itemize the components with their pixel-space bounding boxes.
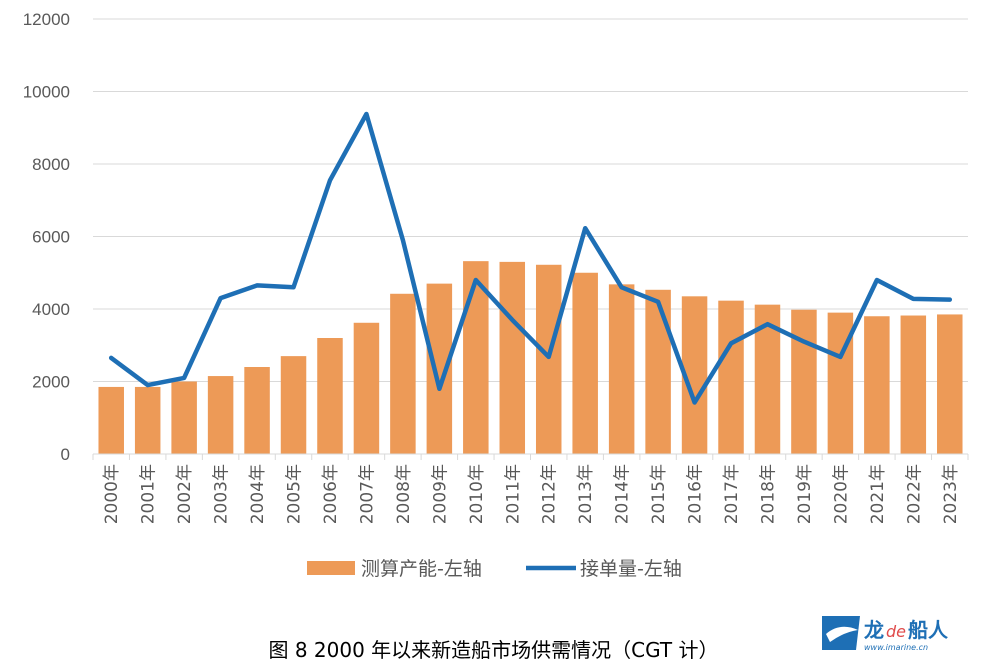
x-tick-label: 2011年: [503, 464, 523, 524]
x-tick-label: 2001年: [139, 464, 159, 524]
x-tick-label: 2004年: [248, 464, 268, 524]
x-tick-label: 2009年: [430, 464, 450, 524]
bar: [171, 381, 197, 454]
x-tick-label: 2007年: [357, 464, 377, 524]
y-tick-label: 2000: [32, 373, 70, 392]
bar: [98, 386, 124, 454]
imarine-logo: 龙 de 船人 www.imarine.cn: [822, 616, 949, 652]
x-tick-label: 2012年: [540, 464, 560, 524]
x-tick-label: 2010年: [467, 464, 487, 524]
x-tick-label: 2013年: [576, 464, 596, 524]
x-tick-label: 2008年: [394, 464, 414, 524]
legend-label-line: 接单量-左轴: [580, 558, 682, 580]
bar: [499, 261, 526, 454]
capacity-bars: [98, 261, 963, 454]
x-tick-label: 2018年: [758, 464, 778, 524]
bar: [207, 376, 234, 454]
x-tick-label: 2016年: [686, 464, 706, 524]
y-axis-ticks: 0 2000 4000 6000 8000 10000 12000: [23, 10, 70, 464]
svg-text:de: de: [886, 622, 906, 641]
bar: [317, 338, 343, 454]
bar: [353, 322, 380, 454]
x-tick-label: 2022年: [904, 464, 924, 524]
x-tick-label: 2003年: [212, 464, 232, 524]
svg-text:龙: 龙: [864, 618, 884, 642]
y-tick-label: 6000: [32, 228, 70, 247]
x-tick-label: 2015年: [649, 464, 669, 524]
figure-caption: 图 8 2000 年以来新造船市场供需情况（CGT 计）: [268, 638, 719, 662]
legend-swatch-bar: [307, 561, 355, 575]
bar: [645, 289, 671, 454]
svg-text:www.imarine.cn: www.imarine.cn: [864, 643, 928, 652]
bar: [244, 367, 270, 454]
bar: [535, 264, 562, 454]
bar: [390, 293, 416, 454]
x-tick-label: 2002年: [175, 464, 195, 524]
y-tick-label: 0: [61, 445, 70, 464]
legend-label-bar: 测算产能-左轴: [361, 558, 482, 580]
x-tick-label: 2020年: [831, 464, 851, 524]
bar: [608, 284, 635, 454]
bar: [937, 314, 963, 454]
x-tick-label: 2021年: [868, 464, 888, 524]
svg-text:船人: 船人: [908, 618, 949, 642]
bar: [463, 261, 489, 454]
x-tick-label: 2023年: [941, 464, 961, 524]
bar: [280, 356, 307, 454]
x-axis: 2000年 2001年 2002年 2003年 2004年 2005年 2006年 2007年…: [92, 453, 969, 524]
bar: [134, 386, 161, 454]
y-tick-label: 12000: [23, 10, 70, 29]
bar: [718, 300, 744, 454]
x-tick-label: 2000年: [102, 464, 122, 524]
x-tick-label: 2017年: [722, 464, 742, 524]
bar: [900, 315, 927, 454]
x-tick-label: 2005年: [285, 464, 305, 524]
x-tick-label: 2006年: [321, 464, 341, 524]
orders-line: [108, 111, 953, 405]
bar: [864, 316, 890, 454]
legend: 测算产能-左轴 接单量-左轴: [307, 558, 682, 580]
gridlines: [93, 18, 968, 382]
orders-series-line: [108, 111, 953, 405]
bar: [572, 272, 598, 454]
x-tick-label: 2019年: [795, 464, 815, 524]
y-tick-label: 8000: [32, 155, 70, 174]
x-tick-label: 2014年: [613, 464, 633, 524]
bar: [791, 309, 817, 454]
y-tick-label: 10000: [23, 83, 70, 102]
y-tick-label: 4000: [32, 300, 70, 319]
